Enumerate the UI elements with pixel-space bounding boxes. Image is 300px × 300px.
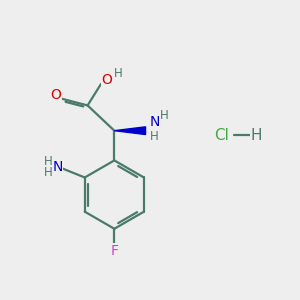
Text: N: N [149, 115, 160, 129]
Text: O: O [101, 74, 112, 88]
Text: O: O [50, 88, 61, 102]
Text: Cl: Cl [214, 128, 229, 142]
Polygon shape [114, 127, 146, 134]
Text: H: H [44, 166, 53, 179]
Text: H: H [114, 67, 123, 80]
Text: H: H [251, 128, 262, 142]
Text: H: H [150, 130, 159, 142]
Text: F: F [110, 244, 118, 258]
Text: H: H [44, 155, 53, 168]
Text: N: N [52, 160, 63, 174]
Text: H: H [160, 109, 168, 122]
